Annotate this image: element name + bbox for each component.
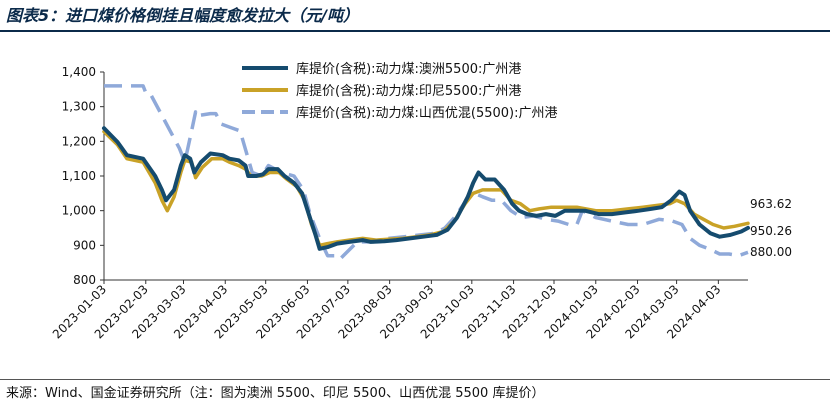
line-chart: 1,400 1,300 1,200 1,100 1,000 900 800 2023-01-… [50, 61, 792, 341]
axes-group [103, 72, 748, 281]
end-value-label-3: 880.00 [750, 245, 792, 259]
legend-label-2: 库提价(含税):动力煤:印尼5500:广州港 [296, 83, 521, 99]
x-axis-ticks: 2023-01-032023-02-032023-03-032023-04-03… [50, 280, 723, 341]
legend: 库提价(含税):动力煤:澳洲5500:广州港库提价(含税):动力煤:印尼5500… [242, 61, 558, 121]
end-value-label-2: 950.26 [750, 224, 792, 238]
legend-label-3: 库提价(含税):动力煤:山西优混(5500):广州港 [296, 105, 558, 121]
y-tick-label: 900 [73, 238, 96, 252]
y-tick-label: 1,300 [62, 100, 96, 114]
series-lines [102, 84, 750, 261]
series-line-3 [104, 84, 749, 261]
y-tick-label: 1,100 [62, 169, 96, 183]
source-note: 来源：Wind、国金证券研究所（注：图为澳洲 5500、印尼 5500、山西优混… [6, 386, 545, 401]
y-tick-label: 800 [73, 273, 96, 287]
series-line-2 [102, 129, 750, 248]
y-tick-label: 1,000 [62, 204, 96, 218]
y-tick-label: 1,200 [62, 134, 96, 148]
source-divider [0, 379, 830, 380]
end-labels: 963.62 950.26 880.00 [750, 197, 792, 259]
y-tick-label: 1,400 [62, 65, 96, 79]
series-line-1 [102, 126, 750, 251]
end-value-label-1: 963.62 [750, 197, 792, 211]
title-divider [0, 30, 830, 32]
figure-title: 图表5：进口煤价格倒挂且幅度愈发拉大（元/吨） [6, 6, 359, 25]
legend-label-1: 库提价(含税):动力煤:澳洲5500:广州港 [296, 61, 521, 77]
y-axis-ticks: 1,400 1,300 1,200 1,100 1,000 900 800 [62, 65, 104, 287]
